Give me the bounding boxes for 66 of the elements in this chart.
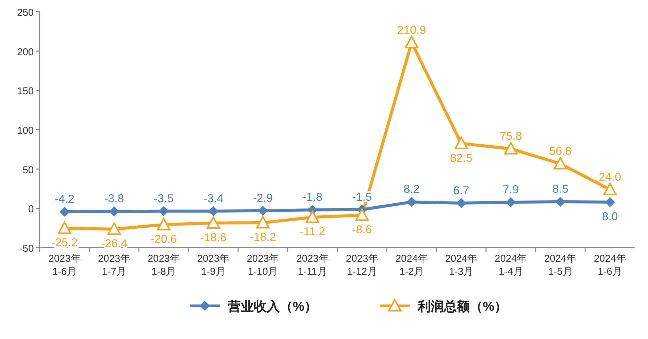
x-tick-label: 2024年 1-6月 <box>594 253 626 278</box>
x-tick-label: 2024年 1-4月 <box>494 253 528 278</box>
data-label: 24.0 <box>599 172 622 184</box>
data-label: -26.4 <box>101 238 128 250</box>
point <box>158 206 169 216</box>
x-tick-label: 2024年 1-3月 <box>445 253 478 278</box>
point <box>356 208 370 222</box>
point <box>554 157 568 170</box>
data-label: 8.2 <box>404 184 420 196</box>
point <box>506 197 516 208</box>
data-label: -18.6 <box>200 232 227 244</box>
point <box>306 210 320 224</box>
y-tick-label: 250 <box>17 8 34 19</box>
data-label: 56.8 <box>549 146 572 158</box>
point <box>605 197 616 208</box>
data-label: -3.5 <box>154 193 174 206</box>
point <box>258 206 268 216</box>
data-label: 7.9 <box>503 184 520 196</box>
point <box>603 183 617 196</box>
x-tick-label: 2023年 1-11月 <box>296 253 329 278</box>
point <box>405 36 419 49</box>
data-label: 82.5 <box>450 152 473 165</box>
x-tick-label: 2023年 1-6月 <box>48 253 81 278</box>
data-label: 210.9 <box>397 24 426 37</box>
point <box>157 218 171 231</box>
point <box>556 196 566 207</box>
data-label: -4.2 <box>54 194 75 206</box>
x-tick-label: 2023年 1-12月 <box>346 253 378 278</box>
data-label: -3.4 <box>204 193 224 206</box>
y-tick-label: 150 <box>17 86 34 98</box>
x-tick-label: 2023年 1-10月 <box>247 253 280 278</box>
y-tick-label: 0 <box>28 204 34 216</box>
x-tick-label: 2023年 1-9月 <box>197 253 230 278</box>
point <box>256 216 270 229</box>
point <box>406 197 417 208</box>
point <box>504 142 518 155</box>
x-tick-label: 2024年 1-2月 <box>396 253 428 278</box>
data-label: -18.2 <box>250 232 276 244</box>
data-label: -8.6 <box>352 224 372 236</box>
point <box>60 206 70 217</box>
data-label: -11.2 <box>300 226 326 238</box>
point <box>208 206 219 216</box>
data-label: -2.9 <box>253 192 274 205</box>
data-label: -20.6 <box>150 234 178 246</box>
data-label: -25.2 <box>52 237 78 250</box>
point <box>58 222 72 234</box>
x-tick-label: 2023年 1-7月 <box>98 253 130 278</box>
x-tick-label: 2023年 1-8月 <box>148 253 180 278</box>
x-tick-label: 2024年 1-5月 <box>544 253 577 278</box>
point <box>109 206 120 217</box>
legend-label: 利润总额（%） <box>417 299 508 314</box>
point <box>454 137 468 150</box>
data-label: 6.7 <box>453 185 470 198</box>
point <box>456 198 466 208</box>
point <box>108 222 122 236</box>
y-tick-label: 200 <box>17 47 34 58</box>
y-tick-label: 50 <box>22 165 34 176</box>
data-label: 8.0 <box>602 211 618 224</box>
legend-label: 营业收入（%） <box>227 299 318 314</box>
data-label: -1.8 <box>302 192 323 204</box>
y-tick-label: 100 <box>17 126 34 137</box>
point <box>206 216 220 230</box>
y-tick-label: -50 <box>20 244 34 255</box>
data-label: 8.5 <box>552 184 569 196</box>
data-label: -3.8 <box>104 194 124 206</box>
data-label: 75.8 <box>500 131 522 144</box>
